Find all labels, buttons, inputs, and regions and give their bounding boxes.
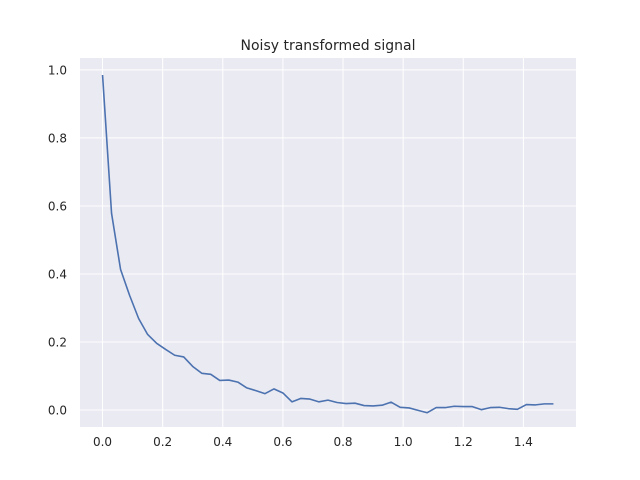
x-tick-labels: 0.0 0.2 0.4 0.6 0.8 1.0 1.2 1.4: [93, 435, 533, 449]
x-tick-label: 0.0: [93, 435, 112, 449]
y-tick-label: 0.0: [48, 403, 67, 417]
chart-title: Noisy transformed signal: [241, 38, 416, 54]
x-tick-label: 1.0: [394, 435, 413, 449]
y-tick-labels: 0.0 0.2 0.4 0.6 0.8 1.0: [48, 63, 67, 417]
y-tick-label: 1.0: [48, 63, 67, 77]
y-tick-label: 0.4: [48, 267, 67, 281]
series-line: [101, 74, 554, 414]
x-tick-label: 0.4: [213, 435, 232, 449]
y-gridlines: [80, 69, 576, 411]
x-tick-label: 1.2: [454, 435, 473, 449]
plot-background: [80, 58, 576, 427]
x-tick-label: 0.2: [153, 435, 172, 449]
x-tick-label: 1.4: [514, 435, 533, 449]
x-tick-label: 0.6: [273, 435, 292, 449]
x-tick-label: 0.8: [333, 435, 352, 449]
x-gridlines: [102, 58, 524, 427]
y-tick-label: 0.6: [48, 199, 67, 213]
y-tick-label: 0.2: [48, 335, 67, 349]
y-tick-label: 0.8: [48, 131, 67, 145]
